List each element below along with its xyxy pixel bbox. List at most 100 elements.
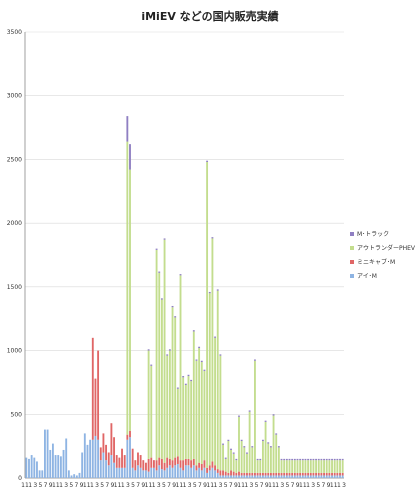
- bar-segment: [248, 472, 251, 476]
- x-tick-label: 1: [59, 482, 63, 489]
- bar-segment: [230, 475, 232, 478]
- bar-segment: [94, 378, 97, 436]
- bar-segment: [134, 460, 137, 471]
- bar-segment: [139, 455, 142, 468]
- bar-segment: [187, 465, 190, 478]
- bar-segment: [211, 237, 214, 239]
- x-tick-label: 7: [136, 482, 140, 489]
- bar-segment: [102, 452, 105, 478]
- x-tick-labels: 11 1 3 5 7 9 11 1 3 5 7 9 11 1 3 5 7 9 11 1 3 5 7 9 11 1 3 5 7 9 11 1 3 5…: [21, 482, 346, 489]
- bar-segment: [341, 458, 344, 461]
- bar-segment: [325, 458, 328, 461]
- bar-segment: [150, 467, 153, 478]
- bar-segment: [259, 458, 262, 461]
- bar-segment: [341, 460, 344, 473]
- bar-segment: [267, 475, 270, 478]
- bar-segment: [158, 272, 161, 458]
- bar-segment: [269, 446, 272, 448]
- bar-segment: [184, 465, 187, 478]
- bar-segment: [224, 458, 227, 472]
- bar-segment: [304, 460, 307, 473]
- bar-segment: [25, 457, 28, 478]
- bar-segment: [152, 460, 155, 468]
- x-tick-label: 7: [260, 482, 264, 489]
- x-tick-label: 11: [114, 482, 122, 489]
- bar-segment: [309, 475, 312, 478]
- bar-segment: [168, 349, 171, 351]
- x-tick-label: 11: [21, 482, 29, 489]
- bar-segment: [28, 458, 30, 478]
- bar-segment: [166, 354, 169, 356]
- bar-segment: [123, 467, 126, 478]
- bar-segment: [126, 439, 129, 478]
- x-tick-label: 11: [237, 482, 245, 489]
- bar-segment: [331, 460, 333, 473]
- bar-segment: [277, 447, 280, 473]
- bar-segment: [123, 455, 126, 468]
- y-tick-label: 0: [18, 475, 22, 482]
- x-tick-label: 3: [311, 482, 315, 489]
- bar-segment: [307, 458, 310, 461]
- bar-segment: [65, 438, 68, 478]
- bar-segment: [254, 472, 256, 476]
- bar-segment: [75, 475, 78, 478]
- bar-segment: [341, 472, 344, 476]
- bar-segment: [336, 472, 339, 476]
- bar-segment: [163, 470, 166, 478]
- bar-segment: [134, 470, 137, 478]
- bar-segment: [152, 467, 155, 478]
- bar-segment: [283, 458, 286, 461]
- bar-segment: [155, 470, 158, 478]
- x-tick-label: 9: [49, 482, 53, 489]
- bar-segment: [246, 475, 248, 478]
- bar-segment: [208, 293, 211, 466]
- bar-segment: [285, 460, 288, 473]
- bar-segment: [328, 475, 331, 478]
- bar-segment: [139, 467, 142, 478]
- bar-segment: [192, 331, 195, 459]
- x-tick-label: 9: [327, 482, 331, 489]
- bar-segment: [296, 458, 299, 461]
- x-tick-label: 7: [291, 482, 295, 489]
- bar-segment: [216, 290, 219, 470]
- bar-segment: [309, 472, 312, 476]
- bar-segment: [293, 458, 296, 461]
- x-tick-label: 5: [255, 482, 259, 489]
- bar-segment: [325, 460, 328, 473]
- bar-segment: [304, 458, 307, 461]
- bar-segment: [230, 470, 232, 476]
- bar-segment: [166, 355, 169, 458]
- bar-segment: [264, 472, 267, 476]
- bar-segment: [299, 475, 302, 478]
- x-tick-label: 3: [219, 482, 223, 489]
- bar-segment: [275, 434, 278, 473]
- bar-segment: [168, 350, 171, 459]
- bar-segment: [275, 472, 278, 476]
- bar-segment: [195, 359, 198, 361]
- bar-segment: [147, 349, 150, 351]
- bar-segment: [317, 458, 320, 461]
- bar-segment: [211, 461, 214, 468]
- bar-segment: [264, 475, 267, 478]
- bar-segment: [320, 460, 323, 473]
- bar-segment: [174, 465, 177, 478]
- bar-segment: [227, 475, 230, 478]
- bar-segment: [174, 316, 177, 318]
- bar-segment: [187, 376, 190, 459]
- bar-segment: [243, 472, 246, 476]
- bar-segment: [256, 472, 259, 476]
- bar-segment: [184, 383, 187, 385]
- bar-segment: [113, 437, 115, 463]
- bar-segment: [315, 475, 318, 478]
- bar-segment: [222, 470, 224, 476]
- bar-segment: [328, 458, 331, 461]
- bar-segment: [267, 442, 270, 444]
- bar-segment: [168, 465, 171, 478]
- bar-segment: [339, 475, 341, 478]
- bar-segment: [269, 447, 272, 473]
- bar-segment: [158, 271, 161, 273]
- bar-segment: [195, 360, 198, 466]
